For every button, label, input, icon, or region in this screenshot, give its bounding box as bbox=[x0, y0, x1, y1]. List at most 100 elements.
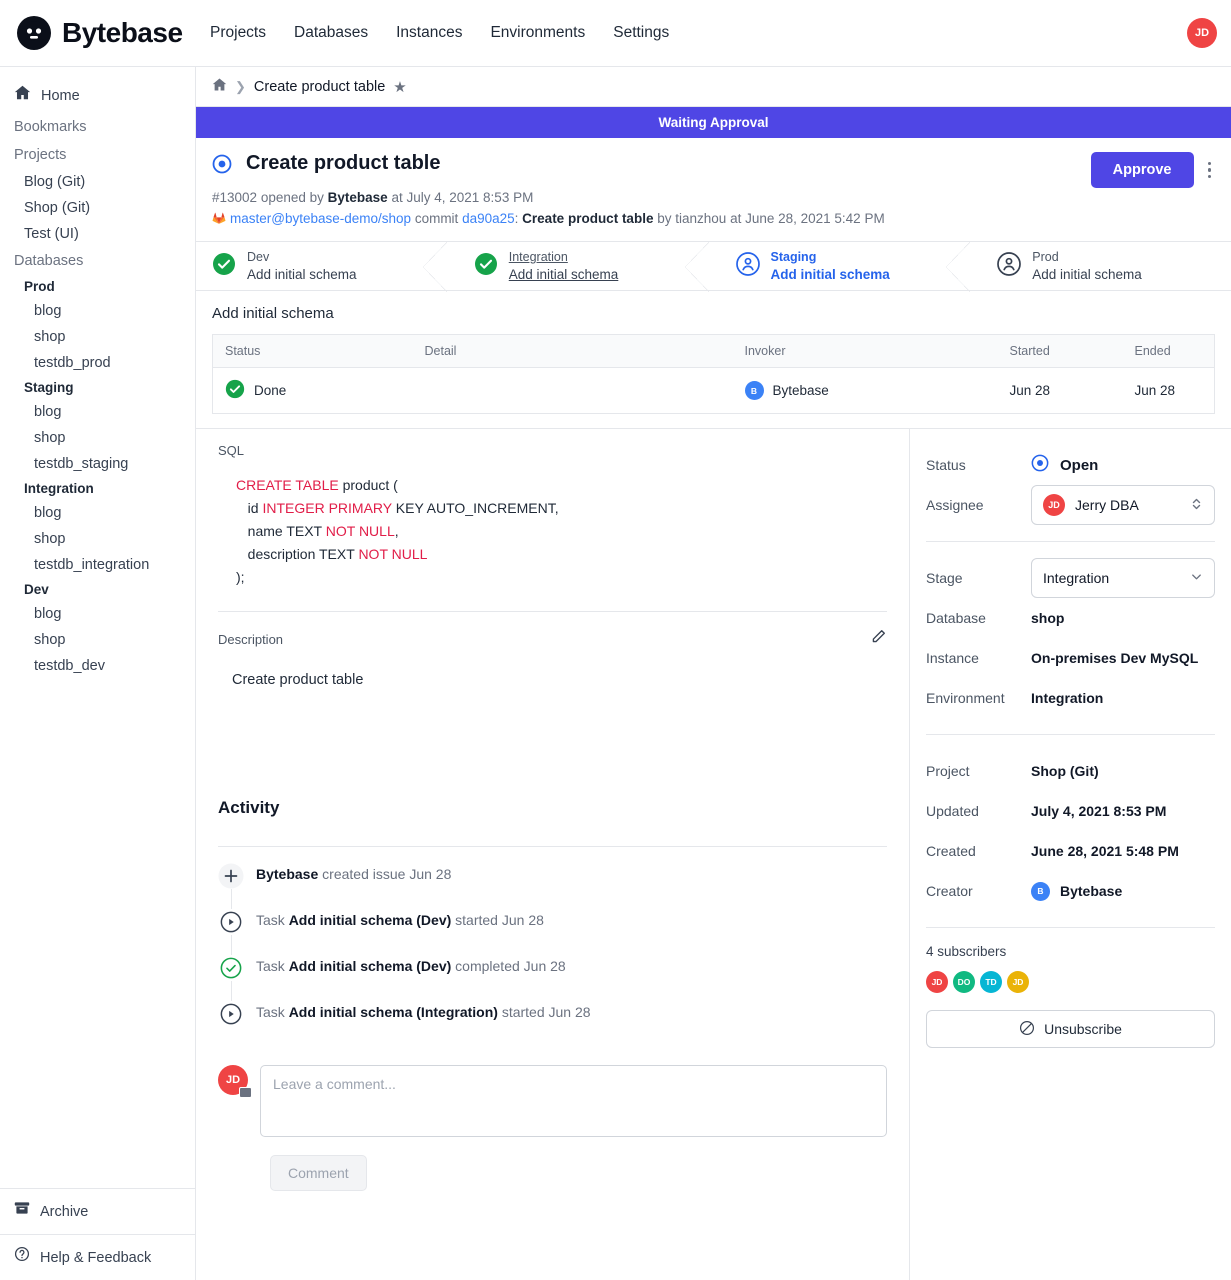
stage-select[interactable]: Integration bbox=[1031, 558, 1215, 598]
commit-word: commit bbox=[414, 211, 459, 226]
no-entry-icon bbox=[1019, 1020, 1035, 1039]
sidebar-group-prod[interactable]: Prod bbox=[24, 279, 55, 294]
activity-actor: Bytebase bbox=[256, 866, 319, 882]
detail-row-project: Project Shop (Git) bbox=[926, 751, 1215, 791]
list-item: Task Add initial schema (Dev) completed … bbox=[218, 955, 887, 1021]
table-row[interactable]: Done B Bytebase Jun 28 Jun 28 bbox=[213, 368, 1215, 414]
nav-item-databases[interactable]: Databases bbox=[294, 24, 369, 41]
sidebar-item-help[interactable]: Help & Feedback bbox=[0, 1235, 195, 1280]
comment-input[interactable] bbox=[260, 1065, 887, 1137]
table-header-row: Status Detail Invoker Started Ended bbox=[212, 334, 1215, 368]
sidebar-db-prod-shop[interactable]: shop bbox=[34, 329, 66, 345]
detail-row-created: Created June 28, 2021 5:48 PM bbox=[926, 831, 1215, 871]
sidebar-db-dev-blog[interactable]: blog bbox=[34, 606, 62, 622]
pipeline-stage-staging-name: Staging bbox=[770, 250, 817, 264]
sql-label: SQL bbox=[218, 443, 245, 458]
sidebar-group-integration[interactable]: Integration bbox=[24, 481, 94, 496]
sidebar-item-archive[interactable]: Archive bbox=[0, 1189, 195, 1234]
sidebar-item-project-test[interactable]: Test (UI) bbox=[24, 226, 79, 242]
issue-body-split: SQL CREATE TABLE product ( id INTEGER PR… bbox=[196, 428, 1231, 1280]
nav-item-environments[interactable]: Environments bbox=[490, 24, 586, 41]
edit-pencil-icon[interactable] bbox=[870, 628, 887, 650]
sidebar-section-projects[interactable]: Projects bbox=[14, 147, 67, 163]
issue-meta-line-2: master@bytebase-demo/shop commit da90a25… bbox=[212, 208, 1215, 231]
detail-row-stage: Stage Integration bbox=[926, 558, 1215, 598]
commit-sha-link[interactable]: da90a25 bbox=[462, 211, 515, 226]
cell-invoker-label: Bytebase bbox=[772, 383, 829, 398]
sidebar-item-home[interactable]: Home bbox=[0, 79, 195, 113]
project-value[interactable]: Shop (Git) bbox=[1031, 763, 1099, 779]
cell-invoker: B Bytebase bbox=[733, 368, 998, 414]
nav-item-settings[interactable]: Settings bbox=[613, 24, 670, 41]
list-item: Task Add initial schema (Dev) started Ju… bbox=[218, 909, 887, 975]
star-icon[interactable]: ★ bbox=[393, 78, 407, 96]
updated-value: July 4, 2021 8:53 PM bbox=[1031, 803, 1167, 819]
issue-details-panel: Status Open Assignee JD Jerry DBA bbox=[910, 429, 1231, 1280]
pipeline-stage-integration[interactable]: Integration Add initial schema bbox=[446, 242, 709, 292]
detail-row-database: Database shop bbox=[926, 598, 1215, 638]
sidebar-db-integration-shop[interactable]: shop bbox=[34, 531, 66, 547]
sql-code-block: CREATE TABLE product ( id INTEGER PRIMAR… bbox=[236, 474, 887, 589]
sidebar-db-integration-testdb[interactable]: testdb_integration bbox=[34, 557, 150, 573]
sidebar-db-dev-shop[interactable]: shop bbox=[34, 632, 66, 648]
play-circle-icon bbox=[218, 1001, 244, 1027]
database-label: Database bbox=[926, 610, 986, 626]
assignee-value: Jerry DBA bbox=[1075, 497, 1139, 513]
sidebar-db-integration-blog[interactable]: blog bbox=[34, 505, 62, 521]
pipeline-stage-prod-task: Add initial schema bbox=[1032, 267, 1142, 282]
sidebar-item-project-shop[interactable]: Shop (Git) bbox=[24, 200, 91, 216]
comment-bubble-icon bbox=[239, 1087, 252, 1098]
environment-value[interactable]: Integration bbox=[1031, 690, 1104, 706]
sidebar-item-archive-label: Archive bbox=[40, 1203, 89, 1220]
user-avatar[interactable]: JD bbox=[1187, 18, 1217, 48]
sidebar-db-dev-testdb[interactable]: testdb_dev bbox=[34, 658, 105, 674]
nav-item-instances[interactable]: Instances bbox=[396, 24, 463, 41]
pipeline-stage-dev-name: Dev bbox=[247, 250, 270, 264]
subscriber-avatar-1[interactable]: JD bbox=[926, 971, 948, 993]
subscriber-avatars: JD DO TD JD bbox=[926, 971, 1215, 993]
pipeline-stage-dev[interactable]: Dev Add initial schema bbox=[196, 242, 447, 292]
cell-status: Done bbox=[213, 368, 413, 414]
nav-item-projects[interactable]: Projects bbox=[210, 24, 266, 41]
sidebar-db-prod-testdb[interactable]: testdb_prod bbox=[34, 355, 111, 371]
breadcrumb-home-icon[interactable] bbox=[212, 77, 227, 96]
sidebar-db-staging-blog[interactable]: blog bbox=[34, 404, 62, 420]
page-title: Create product table bbox=[246, 152, 441, 174]
database-value[interactable]: shop bbox=[1031, 610, 1065, 626]
creator-value: Bytebase bbox=[1060, 883, 1123, 899]
pipeline-stage-staging[interactable]: Staging Add initial schema bbox=[708, 242, 970, 292]
assignee-select[interactable]: JD Jerry DBA bbox=[1031, 485, 1215, 525]
instance-value[interactable]: On-premises Dev MySQL bbox=[1031, 650, 1199, 666]
sidebar-section-databases[interactable]: Databases bbox=[14, 253, 84, 269]
sidebar-db-staging-testdb[interactable]: testdb_staging bbox=[34, 456, 129, 472]
subscriber-avatar-2[interactable]: DO bbox=[953, 971, 975, 993]
activity-prefix: Task bbox=[256, 912, 289, 928]
status-badge: Open bbox=[1031, 454, 1098, 477]
activity-target: Add initial schema (Dev) bbox=[288, 958, 452, 974]
subscriber-avatar-4[interactable]: JD bbox=[1007, 971, 1029, 993]
sidebar-scroll-area: Home Bookmarks Projects Blog (Git) Shop … bbox=[0, 67, 195, 1188]
brand-name: Bytebase bbox=[62, 17, 183, 48]
activity-prefix: Task bbox=[256, 958, 289, 974]
sidebar-group-dev[interactable]: Dev bbox=[24, 582, 49, 597]
pipeline-stage-prod[interactable]: Prod Add initial schema bbox=[969, 242, 1231, 290]
sidebar-group-staging[interactable]: Staging bbox=[24, 380, 74, 395]
sidebar-item-project-blog[interactable]: Blog (Git) bbox=[24, 174, 86, 190]
more-options-icon[interactable] bbox=[1204, 156, 1216, 185]
sidebar-db-staging-shop[interactable]: shop bbox=[34, 430, 66, 446]
activity-title: Activity bbox=[218, 798, 280, 817]
sidebar-db-prod-blog[interactable]: blog bbox=[34, 303, 62, 319]
approve-button[interactable]: Approve bbox=[1090, 152, 1194, 188]
subscriber-avatar-3[interactable]: TD bbox=[980, 971, 1002, 993]
check-circle-icon bbox=[212, 252, 236, 281]
comment-avatar-initials: JD bbox=[225, 1074, 241, 1086]
unsubscribe-button[interactable]: Unsubscribe bbox=[926, 1010, 1215, 1048]
invoker-avatar: B bbox=[744, 381, 764, 400]
sidebar-item-bookmarks[interactable]: Bookmarks bbox=[14, 119, 87, 135]
comment-button[interactable]: Comment bbox=[270, 1155, 367, 1191]
brand-logo-link[interactable]: Bytebase bbox=[0, 15, 196, 51]
description-header: Description bbox=[218, 628, 887, 650]
vcs-branch-link[interactable]: master@bytebase-demo/shop bbox=[230, 211, 412, 226]
chevron-updown-icon bbox=[1190, 496, 1203, 515]
sidebar-item-home-label: Home bbox=[41, 88, 80, 104]
